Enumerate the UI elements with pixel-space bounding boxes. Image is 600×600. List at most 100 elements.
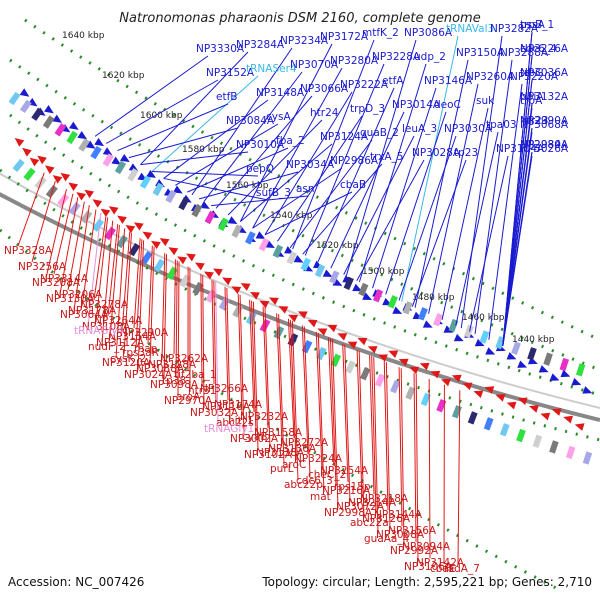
forward-gene-arrow: [265, 240, 275, 248]
forward-label-leader: [94, 55, 209, 137]
reverse-gene-label: NP3216A: [322, 485, 371, 497]
reverse-gene-label: NP3126A: [362, 513, 411, 525]
forward-gene-label: NP3014A: [392, 99, 441, 111]
feature-block: [90, 145, 102, 160]
kbp-tick-label: 1460 kbp: [462, 313, 505, 323]
reverse-gene-label: NP3218A: [360, 493, 409, 505]
reverse-gene-label: NP3002A: [230, 433, 279, 445]
reverse-gene-arrow: [29, 157, 40, 167]
feature-block: [330, 353, 342, 368]
feature-block: [467, 411, 478, 425]
feature-block: [139, 175, 152, 189]
forward-gene-label: cysA: [266, 111, 291, 123]
feature-block: [372, 289, 384, 303]
kbp-tick-label: 1640 kbp: [62, 31, 105, 41]
forward-label-leader: [460, 35, 503, 329]
reverse-label-leader: [262, 306, 269, 429]
reverse-label-leader: [211, 279, 215, 385]
forward-gene-label: trxA_5: [370, 151, 403, 163]
forward-label-leader: [240, 143, 333, 223]
reverse-gene-arrow: [288, 314, 298, 323]
forward-label-leader: [151, 75, 259, 172]
reverse-gene-arrow: [540, 412, 551, 421]
forward-label-leader: [330, 111, 405, 269]
forward-gene-label: NP3124A: [320, 131, 369, 143]
reverse-label-leader: [173, 259, 176, 355]
reverse-label-leader: [249, 299, 255, 413]
reverse-gene-label: NP3206A: [54, 289, 103, 301]
reverse-gene-arrow: [317, 328, 328, 336]
reverse-label-leader: [287, 318, 295, 439]
reverse-gene-arrow: [327, 324, 338, 333]
reverse-gene-label: NP3174A: [214, 399, 263, 411]
kbp-tick-label: 1580 kbp: [182, 145, 225, 155]
reverse-gene-arrow: [108, 206, 119, 215]
reverse-label-leader: [385, 362, 391, 531]
reverse-gene-label: cbaE: [430, 563, 456, 575]
forward-gene-arrow: [571, 377, 582, 386]
forward-gene-label: NP3220A: [510, 71, 559, 83]
forward-gene-label: ppiA: [520, 91, 544, 103]
reverse-gene-arrow: [37, 155, 47, 165]
feature-block: [559, 357, 570, 372]
forward-gene-label: htr24: [310, 107, 339, 119]
reverse-gene-label: aroA: [176, 391, 201, 403]
feature-block: [495, 335, 506, 350]
reverse-gene-arrow: [367, 346, 378, 354]
feature-block: [12, 158, 25, 173]
forward-gene-label: NP3148A: [256, 87, 305, 99]
reverse-gene-label: purL: [270, 463, 294, 475]
forward-label-leader: [199, 171, 299, 200]
reverse-gene-arrow: [44, 165, 55, 174]
forward-gene-label: mtfK_2: [362, 27, 399, 39]
forward-gene-arrow: [52, 114, 63, 123]
genome-backbone: [0, 192, 600, 422]
forward-gene-arrow: [362, 292, 373, 300]
reverse-label-leader: [107, 223, 119, 317]
kbp-tick-label: 1440 kbp: [512, 335, 555, 345]
forward-gene-arrow: [560, 369, 571, 378]
reverse-gene-arrow: [92, 199, 103, 208]
reverse-label-leader: [278, 314, 285, 465]
forward-label-leader: [252, 67, 343, 229]
forward-gene-label: NP2984A: [520, 139, 569, 151]
feature-block: [479, 330, 490, 344]
forward-label-leader: [106, 79, 219, 144]
forward-label-leader: [372, 87, 437, 289]
forward-gene-arrow: [19, 88, 30, 97]
forward-gene-label: NP3260A: [466, 71, 515, 83]
forward-label-leader: [474, 59, 513, 335]
forward-label-leader: [358, 63, 427, 283]
reverse-gene-label: abc22p: [284, 479, 323, 491]
feature-block: [516, 428, 526, 443]
forward-gene-label: trpC: [520, 67, 542, 79]
reverse-label-leader: [200, 273, 203, 387]
reverse-label-leader: [239, 294, 245, 435]
forward-gene-arrow: [255, 231, 266, 240]
forward-gene-arrow: [538, 365, 549, 373]
reverse-label-leader: [53, 193, 74, 275]
reverse-label-leader: [331, 339, 339, 509]
forward-gene-arrow: [172, 185, 183, 194]
forward-gene-label: NP3284A: [236, 39, 285, 51]
reverse-gene-arrow: [462, 382, 473, 391]
middle-dotted-ring: [9, 113, 600, 397]
reverse-gene-label: map: [134, 343, 158, 355]
reverse-gene-arrow: [151, 240, 161, 249]
forward-gene-label: NP3330A: [196, 43, 245, 55]
forward-gene-label: trpB_1: [520, 19, 554, 31]
reverse-gene-label: NP2970A: [164, 395, 213, 407]
reverse-label-leader: [67, 201, 85, 291]
forward-gene-label: NP3222A: [340, 79, 389, 91]
reverse-gene-arrow: [347, 341, 358, 349]
reverse-gene-arrow: [231, 286, 242, 295]
forward-label-leader: [140, 51, 249, 165]
reverse-label-leader: [135, 239, 143, 349]
reverse-gene-label: tRNAGly4: [74, 325, 125, 337]
reverse-gene-arrow: [194, 262, 205, 271]
reverse-label-leader: [147, 245, 153, 345]
reverse-gene-label: NP3144A: [374, 509, 423, 521]
reverse-gene-arrow: [203, 271, 214, 280]
reverse-gene-arrow: [159, 238, 170, 247]
forward-gene-label: tp23: [454, 147, 478, 159]
